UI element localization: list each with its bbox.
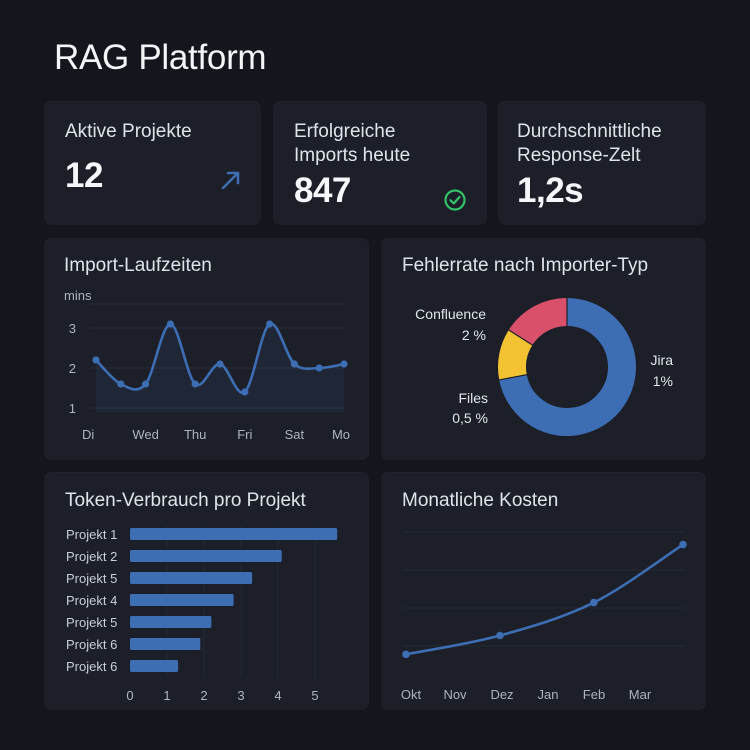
page-title: RAG Platform [54, 38, 267, 77]
runtime-data-point [216, 360, 224, 368]
chart-card-fehlerrate: Fehlerrate nach Importer-Typ Jira 1% Confl… [381, 238, 706, 460]
kpi-label-line: Durchschnittliche [517, 121, 662, 142]
x-tick-label: 0 [126, 688, 133, 703]
runtime-data-point [340, 360, 348, 368]
bar-category-label: Projekt 1 [66, 527, 117, 542]
donut-slice-confluence [508, 298, 568, 346]
check-circle-icon [444, 189, 466, 211]
runtime-data-point [117, 380, 125, 388]
x-tick-label: Thu [184, 427, 206, 442]
kpi-card-response-time[interactable]: Durchschnittliche Response-Zelt 1,2s [498, 101, 706, 225]
x-tick-label: 2 [200, 688, 207, 703]
runtime-data-point [92, 356, 100, 364]
token-bar [130, 572, 253, 584]
error-rate-donut-chart: Jira 1% Confluence 2 % Files 0,5 % [415, 298, 673, 436]
runtime-data-point [191, 380, 199, 388]
kpi-value: 1,2s [517, 171, 584, 210]
token-usage-bar-chart: 0 1 2 3 4 5 Projekt 1 Projekt 2 Projekt 5 Projekt… [66, 526, 338, 703]
bar-category-label: Projekt 6 [66, 659, 117, 674]
slice-value-jira: 1% [653, 373, 673, 389]
kpi-card-active-projects[interactable]: Aktive Projekte 12 [44, 101, 261, 225]
trend-up-arrow-icon [221, 171, 240, 190]
slice-divider [499, 374, 527, 381]
slice-label-files: Files [458, 390, 488, 406]
kpi-label: Durchschnittliche Response-Zelt [517, 120, 662, 168]
y-axis-unit-label: mins [64, 288, 92, 303]
x-tick-label: Feb [583, 687, 605, 702]
x-tick-label: Mo [332, 427, 350, 442]
monthly-costs-line-chart: Okt Nov Dez Jan Feb Mar [401, 531, 687, 702]
bar-category-label: Projekt 4 [66, 593, 117, 608]
x-tick-label: Fri [237, 427, 252, 442]
x-tick-label: Di [82, 427, 94, 442]
chart-title: Import-Laufzeiten [64, 255, 212, 276]
runtime-data-point [290, 360, 298, 368]
x-tick-label: Wed [132, 427, 159, 442]
donut-slice-files [498, 330, 533, 380]
slice-value-files: 0,5 % [452, 410, 488, 426]
token-bar [130, 660, 179, 672]
kpi-value: 12 [65, 156, 103, 195]
slice-divider [508, 329, 533, 346]
kpi-label: Aktive Projekte [65, 121, 192, 142]
bar-category-label: Projekt 5 [66, 615, 117, 630]
import-runtime-chart: mins 1 2 3 Di Wed Thu Fri Sat Mo [64, 288, 350, 442]
slice-label-confluence: Confluence [415, 306, 486, 322]
kpi-label-line: Response-Zelt [517, 145, 641, 166]
x-tick-label: 3 [237, 688, 244, 703]
x-tick-label: 4 [274, 688, 281, 703]
runtime-data-point [266, 320, 274, 328]
cost-series-line [405, 543, 684, 656]
token-bar [130, 550, 282, 562]
slice-value-confluence: 2 % [462, 327, 486, 343]
kpi-label: Erfolgreiche Imports heute [294, 120, 410, 168]
y-tick-label: 1 [69, 401, 76, 416]
x-tick-label: 1 [163, 688, 170, 703]
token-bar [130, 638, 201, 650]
token-bar [130, 594, 234, 606]
slice-label-jira: Jira [650, 352, 673, 368]
kpi-card-successful-imports[interactable]: Erfolgreiche Imports heute 847 [273, 101, 487, 225]
x-tick-label: Jan [538, 687, 559, 702]
kpi-label-line: Imports heute [294, 145, 411, 166]
runtime-area [96, 323, 344, 412]
x-tick-label: Dez [490, 687, 513, 702]
token-bar [130, 528, 338, 540]
y-tick-label: 2 [69, 361, 76, 376]
token-bar [130, 616, 212, 628]
chart-title: Token-Verbrauch pro Projekt [65, 490, 306, 511]
y-tick-label: 3 [69, 321, 76, 336]
runtime-data-point [315, 364, 323, 372]
chart-card-import-laufzeiten: Import-Laufzeiten mins 1 2 3 Di Wed Thu Fri Sat M… [44, 238, 369, 460]
runtime-data-point [142, 380, 150, 388]
x-tick-label: Okt [401, 687, 422, 702]
kpi-label-line: Erfolgreiche [294, 121, 396, 142]
cost-data-point [679, 540, 687, 549]
chart-card-monatliche-kosten: Monatliche Kosten Okt Nov Dez Jan Feb Mar [381, 472, 706, 710]
x-tick-label: Mar [629, 687, 652, 702]
runtime-data-point [241, 388, 249, 396]
donut-slice-jira [499, 298, 636, 436]
x-tick-label: Sat [285, 427, 305, 442]
cost-data-point [589, 598, 598, 607]
bar-category-label: Projekt 5 [66, 571, 117, 586]
chart-title: Monatliche Kosten [402, 490, 559, 511]
x-tick-label: 5 [311, 688, 318, 703]
runtime-data-point [166, 320, 174, 328]
kpi-value: 847 [294, 171, 351, 210]
bar-category-label: Projekt 6 [66, 637, 117, 652]
chart-title: Fehlerrate nach Importer-Typ [402, 255, 649, 276]
cost-data-point [402, 650, 410, 659]
cost-data-point [496, 631, 504, 640]
bar-category-label: Projekt 2 [66, 549, 117, 564]
chart-card-token-verbrauch: Token-Verbrauch pro Projekt 0 1 2 3 4 5 Projek… [44, 472, 369, 710]
x-tick-label: Nov [443, 687, 467, 702]
